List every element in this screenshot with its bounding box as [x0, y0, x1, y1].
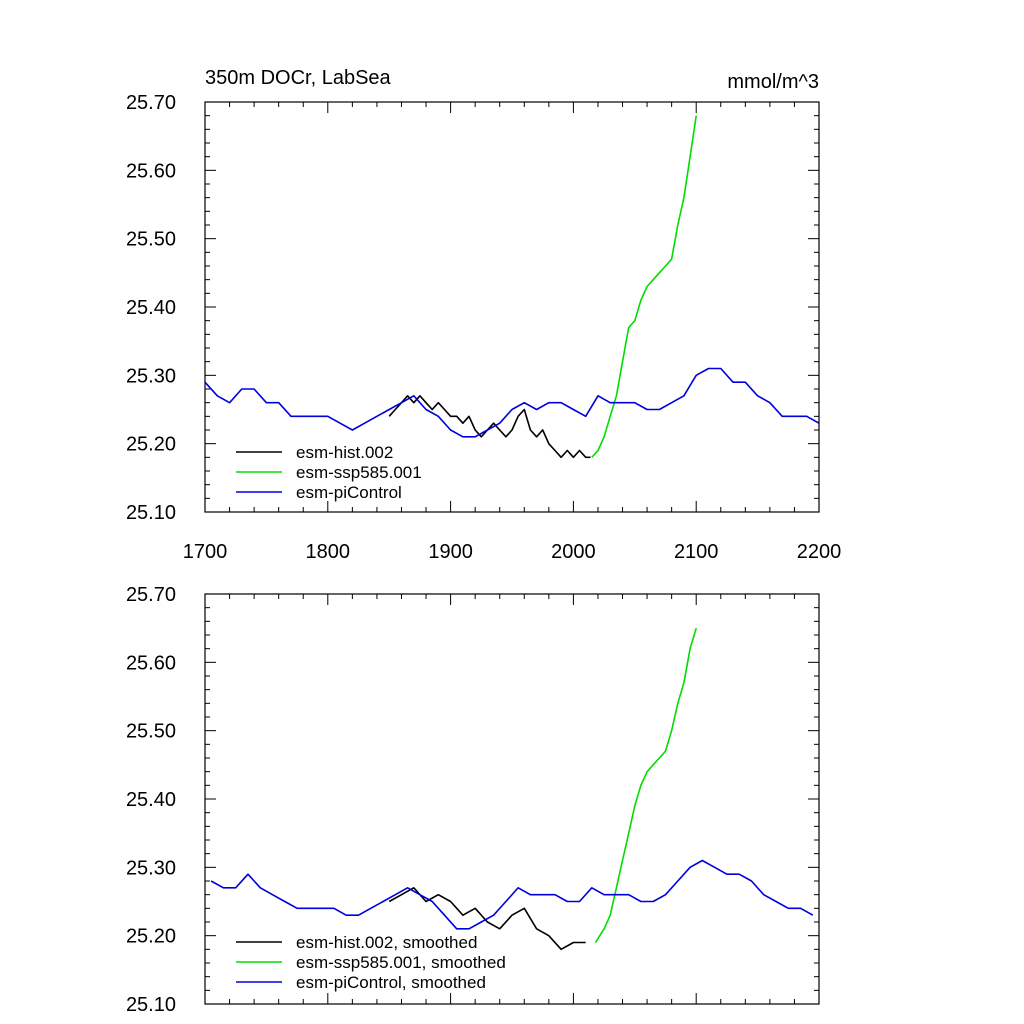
series-line-esm-picontrol-smoothed: [210, 859, 814, 930]
chart-panel-top: 350m DOCr, LabSea mmol/m^3 25.1025.2025.…: [126, 67, 841, 563]
plot-lines: [204, 115, 820, 459]
x-tick-label: 2200: [797, 541, 842, 563]
y-tick-label: 25.60: [126, 652, 176, 674]
y-tick-label: 25.70: [126, 92, 176, 114]
y-tick-label: 25.40: [126, 297, 176, 319]
legend-label-esm-ssp585-001: esm-ssp585.001: [296, 463, 422, 482]
y-tick-label: 25.10: [126, 994, 176, 1016]
axis-ticks: [204, 101, 820, 513]
series-line-esm-hist-002-smoothed: [388, 886, 586, 951]
x-tick-label: 2000: [551, 541, 596, 563]
series-line-esm-picontrol: [204, 367, 820, 438]
legend-label-esm-picontrol-smoothed: esm-piControl, smoothed: [296, 973, 486, 992]
units-label: mmol/m^3: [727, 71, 819, 93]
series-line-esm-ssp585-001-smoothed: [594, 627, 697, 943]
legend-label-esm-ssp585-001-smoothed: esm-ssp585.001, smoothed: [296, 953, 506, 972]
plot-lines: [210, 627, 814, 951]
series-line-esm-ssp585-001: [591, 115, 697, 458]
y-tick-labels: 25.10 25.20 25.30 25.40 25.50 25.60 25.70: [126, 584, 176, 1016]
x-tick-label: 1700: [183, 541, 228, 563]
y-tick-label: 25.60: [126, 160, 176, 182]
y-tick-label: 25.10: [126, 502, 176, 524]
y-tick-label: 25.30: [126, 857, 176, 879]
y-tick-labels: 25.10 25.20 25.30 25.40 25.50 25.60 25.70: [126, 92, 176, 524]
plot-frame: [204, 101, 820, 513]
y-tick-label: 25.50: [126, 721, 176, 743]
legend-label-esm-picontrol: esm-piControl: [296, 483, 402, 502]
chart-panel-bottom: 25.10 25.20 25.30 25.40 25.50 25.60 25.70 esm-…: [126, 584, 820, 1016]
y-tick-label: 25.30: [126, 365, 176, 387]
y-tick-label: 25.70: [126, 584, 176, 606]
y-tick-label: 25.20: [126, 926, 176, 948]
legend-label-esm-hist-002: esm-hist.002: [296, 443, 393, 462]
x-tick-label: 2100: [674, 541, 719, 563]
x-tick-label: 1800: [306, 541, 351, 563]
y-tick-label: 25.40: [126, 789, 176, 811]
chart-title: 350m DOCr, LabSea: [205, 67, 392, 89]
y-tick-label: 25.50: [126, 229, 176, 251]
x-tick-label: 1900: [428, 541, 473, 563]
plot-frame: [204, 593, 820, 1005]
y-tick-label: 25.20: [126, 434, 176, 456]
x-tick-labels: 1700 1800 1900 2000 2100 2200: [183, 541, 842, 563]
series-line-esm-hist-002: [388, 394, 591, 459]
legend-label-esm-hist-002-smoothed: esm-hist.002, smoothed: [296, 933, 477, 952]
